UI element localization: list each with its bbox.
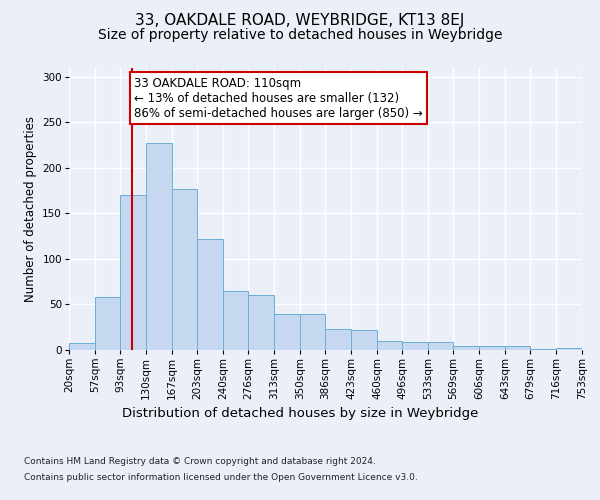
Text: 33, OAKDALE ROAD, WEYBRIDGE, KT13 8EJ: 33, OAKDALE ROAD, WEYBRIDGE, KT13 8EJ bbox=[136, 12, 464, 28]
Bar bbox=[223, 291, 248, 350]
Bar bbox=[172, 188, 197, 350]
Text: Contains HM Land Registry data © Crown copyright and database right 2024.: Contains HM Land Registry data © Crown c… bbox=[24, 458, 376, 466]
Bar bbox=[453, 346, 479, 350]
Bar bbox=[556, 348, 582, 350]
Bar bbox=[69, 342, 95, 350]
Text: 33 OAKDALE ROAD: 110sqm
← 13% of detached houses are smaller (132)
86% of semi-d: 33 OAKDALE ROAD: 110sqm ← 13% of detache… bbox=[134, 76, 423, 120]
Bar bbox=[146, 143, 172, 350]
Bar bbox=[197, 239, 223, 350]
Bar bbox=[274, 314, 300, 350]
Bar bbox=[300, 314, 325, 350]
Bar bbox=[248, 296, 274, 350]
Bar bbox=[530, 349, 556, 350]
Bar bbox=[402, 342, 428, 350]
Bar bbox=[479, 346, 505, 350]
Bar bbox=[377, 341, 402, 350]
Bar bbox=[505, 346, 530, 350]
Bar bbox=[351, 330, 377, 350]
Text: Distribution of detached houses by size in Weybridge: Distribution of detached houses by size … bbox=[122, 408, 478, 420]
Bar bbox=[95, 297, 120, 350]
Text: Size of property relative to detached houses in Weybridge: Size of property relative to detached ho… bbox=[98, 28, 502, 42]
Text: Contains public sector information licensed under the Open Government Licence v3: Contains public sector information licen… bbox=[24, 472, 418, 482]
Y-axis label: Number of detached properties: Number of detached properties bbox=[24, 116, 37, 302]
Bar bbox=[120, 195, 146, 350]
Bar bbox=[428, 342, 453, 350]
Bar bbox=[325, 329, 351, 350]
